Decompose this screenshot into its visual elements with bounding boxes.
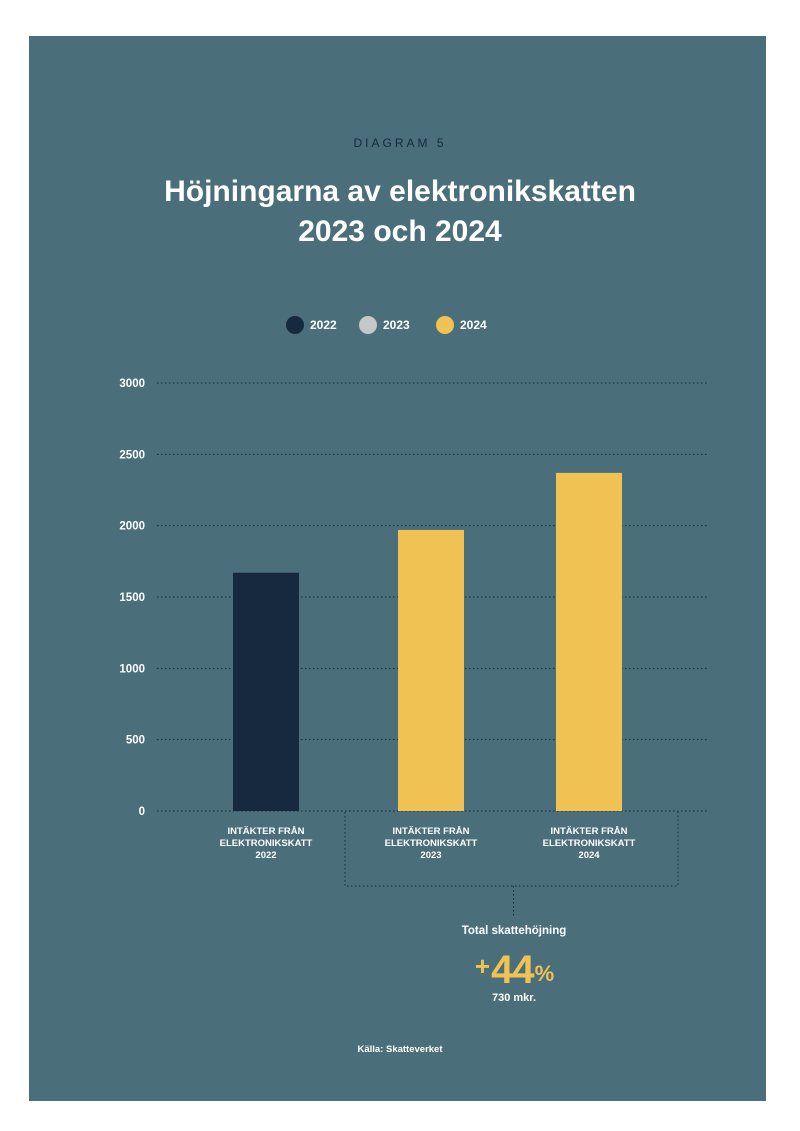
title-line-2: 2023 och 2024 — [298, 215, 502, 248]
legend-label-2024: 2024 — [460, 318, 487, 332]
legend-swatch-2023 — [359, 316, 377, 334]
x-category-line: ELEKTRONIKSKATT — [542, 838, 636, 849]
x-category-line: INTÄKTER FRÅN — [227, 826, 305, 837]
percent-sign: % — [534, 961, 555, 986]
x-category-line: 2024 — [578, 850, 600, 861]
x-category-line: ELEKTRONIKSKATT — [384, 838, 478, 849]
y-tick-label: 0 — [139, 806, 145, 818]
diagram-kicker: DIAGRAM 5 — [353, 136, 447, 150]
x-category-line: INTÄKTER FRÅN — [550, 826, 628, 837]
bar-2022 — [233, 572, 299, 811]
bar-2024 — [556, 472, 622, 811]
increase-bracket — [344, 812, 679, 887]
x-category-line: INTÄKTER FRÅN — [392, 826, 470, 837]
y-tick-label: 3000 — [119, 378, 145, 390]
x-category-2023: INTÄKTER FRÅN ELEKTRONIKSKATT 2023 — [361, 826, 501, 862]
x-category-line: 2022 — [255, 850, 277, 861]
x-category-line: ELEKTRONIKSKATT — [219, 838, 313, 849]
x-category-2022: INTÄKTER FRÅN ELEKTRONIKSKATT 2022 — [196, 826, 336, 862]
total-increase-label: Total skattehöjning — [461, 925, 567, 937]
chart-title: Höjningarna av elektronikskatten 2023 oc… — [0, 172, 800, 252]
legend-item-2024: 2024 — [436, 315, 487, 335]
legend-item-2023: 2023 — [359, 315, 410, 335]
x-category-2024: INTÄKTER FRÅN ELEKTRONIKSKATT 2024 — [519, 826, 659, 862]
title-line-1: Höjningarna av elektronikskatten — [164, 175, 636, 208]
y-tick-label: 2500 — [119, 449, 145, 461]
total-increase-amount: 730 mkr. — [491, 992, 537, 1004]
percent-number: 44 — [491, 948, 534, 992]
legend-swatch-2022 — [286, 316, 304, 334]
plus-sign: + — [474, 951, 490, 981]
total-increase-value: +44% — [0, 948, 800, 993]
y-tick-label: 500 — [126, 735, 145, 747]
legend-label-2023: 2023 — [383, 318, 410, 332]
source-note: Källa: Skatteverket — [357, 1044, 443, 1055]
chart-panel — [29, 36, 766, 1101]
legend-label-2022: 2022 — [310, 318, 337, 332]
bar-2023 — [398, 529, 464, 811]
legend-item-2022: 2022 — [286, 315, 337, 335]
y-tick-label: 1000 — [119, 663, 145, 675]
legend-swatch-2024 — [436, 316, 454, 334]
y-tick-label: 1500 — [119, 592, 145, 604]
x-category-line: 2023 — [420, 850, 442, 861]
y-tick-label: 2000 — [119, 521, 145, 533]
